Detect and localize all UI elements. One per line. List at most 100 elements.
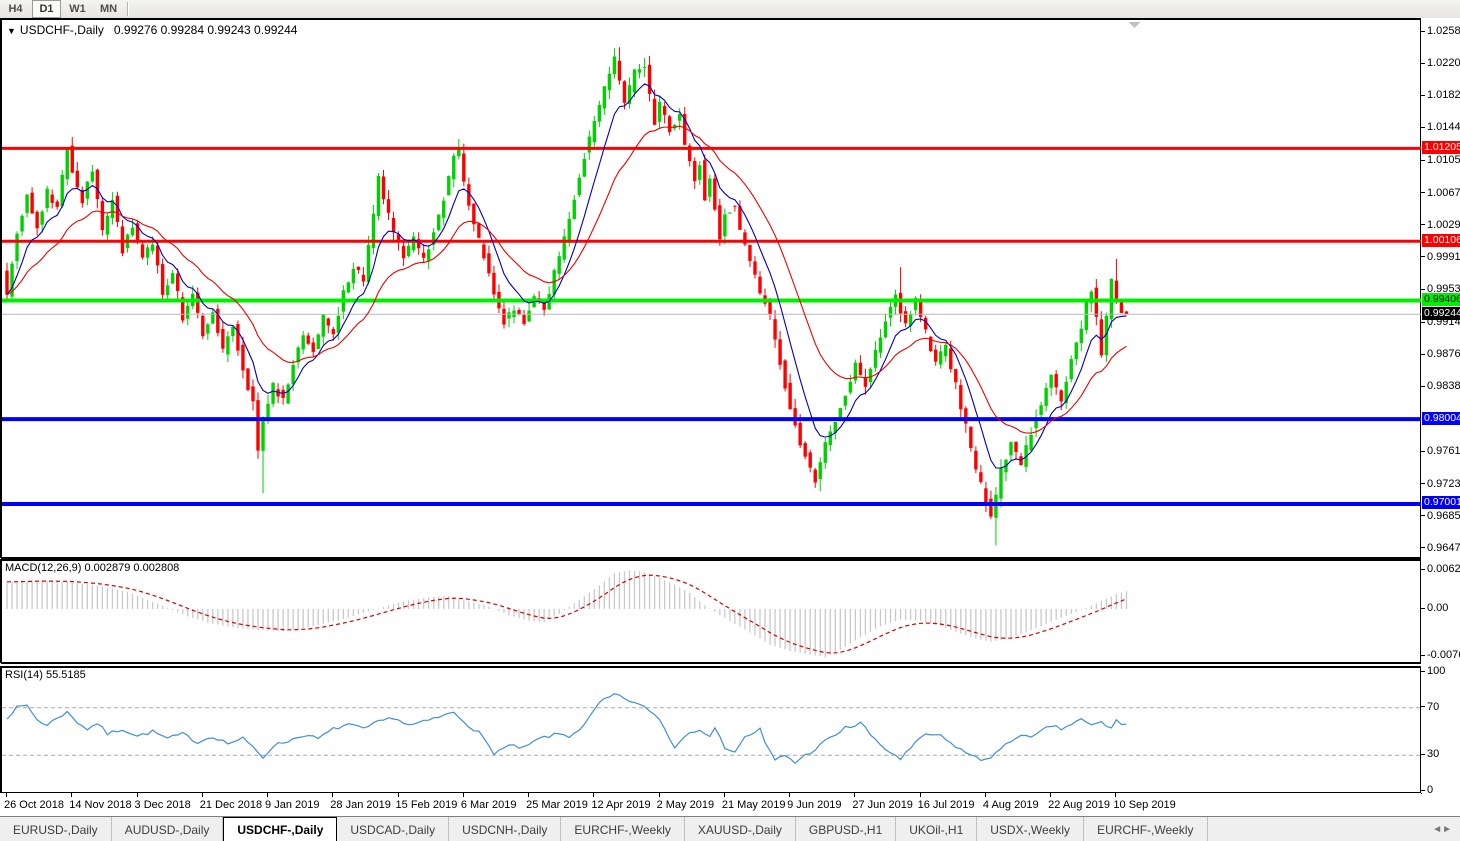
price-axis[interactable]: 1.02580 1.02200 1.01820 1.01440 1.01050 1.006… [1421, 18, 1460, 796]
date-label: 15 Feb 2019 [395, 799, 458, 811]
date-tick [789, 793, 791, 797]
timeframe-button-w1[interactable]: W1 [69, 3, 86, 15]
level-price-label: 0.98004 [1422, 411, 1460, 425]
scroll-to-end-marker [1128, 22, 1141, 28]
date-label: 6 Mar 2019 [460, 799, 517, 811]
date-tick [854, 793, 856, 797]
level-price-label: 1.01205 [1422, 140, 1460, 154]
date-label: 2 May 2019 [656, 799, 715, 811]
date-label: 3 Dec 2018 [134, 799, 191, 811]
date-tick [528, 793, 530, 797]
date-label: 28 Jan 2019 [330, 799, 391, 811]
date-tick [6, 793, 7, 797]
rsi-chart[interactable] [1, 667, 1422, 794]
chart-tab-audusd[interactable]: AUDUSD-,Daily [112, 817, 224, 841]
chart-tab-usdcnh[interactable]: USDCNH-,Daily [449, 817, 562, 841]
level-price-label: 0.97001 [1422, 496, 1460, 510]
date-label: 12 Apr 2019 [591, 799, 651, 811]
chart-tab-eurusd[interactable]: EURUSD-,Daily [0, 817, 112, 841]
date-tick [267, 793, 269, 797]
date-tick [919, 793, 921, 797]
chart-tab-eurchf[interactable]: EURCHF-,Weekly [561, 817, 685, 841]
date-label: 9 Jan 2019 [265, 799, 320, 811]
chart-tabbar: EURUSD-,Daily AUDUSD-,Daily USDCHF-,Daily U… [0, 816, 1460, 841]
date-label: 10 Sep 2019 [1113, 799, 1176, 811]
rsi-panel[interactable]: RSI(14) 55.5185 [0, 666, 1422, 794]
candlestick-chart[interactable] [1, 19, 1422, 559]
date-label: 27 Jun 2019 [852, 799, 913, 811]
date-tick [984, 793, 986, 797]
price-tick-label: 1.00670 [1421, 187, 1460, 199]
level-price-label: 1.00106 [1422, 233, 1460, 247]
date-label: 16 Jul 2019 [917, 799, 975, 811]
chart-tab-eurchf[interactable]: EURCHF-,Weekly [1084, 817, 1208, 841]
date-tick [723, 793, 725, 797]
timeframe-button-h4[interactable]: H4 [8, 3, 23, 15]
date-label: 4 Aug 2019 [982, 799, 1039, 811]
chart-tab-xauusd[interactable]: XAUUSD-,Daily [685, 817, 796, 841]
price-tick-label: 0.96470 [1421, 542, 1460, 554]
date-tick [397, 793, 399, 797]
date-tick [332, 793, 334, 797]
macd-signal-line [7, 574, 1127, 654]
macd-chart[interactable] [1, 560, 1422, 664]
toolbar-separator [127, 2, 129, 16]
macd-tick-label: -0.00762 [1421, 649, 1460, 661]
macd-tick-label: 0.006286 [1421, 563, 1460, 575]
macd-label: MACD(12,26,9) 0.002879 0.002808 [5, 562, 180, 574]
price-tick-label: 1.02580 [1421, 25, 1460, 37]
date-tick [1115, 793, 1117, 797]
chevron-down-icon[interactable]: ▼ [7, 26, 16, 36]
rsi-line [6, 693, 1127, 765]
timeframe-toolbar: H4 D1 W1 MN [0, 0, 1460, 19]
tab-scroll-right-icon[interactable]: ► [1442, 824, 1452, 835]
date-label: 22 Aug 2019 [1048, 799, 1110, 811]
chart-tab-gbpusd[interactable]: GBPUSD-,H1 [796, 817, 897, 841]
date-tick [462, 793, 464, 797]
chart-tab-ukoil[interactable]: UKOil-,H1 [896, 817, 978, 841]
tab-scroll-left-icon[interactable]: ◄ [1432, 824, 1443, 835]
price-tick-label: 1.01820 [1421, 89, 1460, 101]
fast-ma-line [6, 83, 1127, 469]
price-tick-label: 1.01440 [1421, 121, 1460, 133]
rsi-tick-label: 100 [1421, 665, 1445, 677]
macd-panel[interactable]: MACD(12,26,9) 0.002879 0.002808 [0, 559, 1422, 664]
level-price-label: 0.99406 [1422, 293, 1460, 307]
macd-tick-label: 0.00 [1421, 602, 1448, 614]
date-label: 26 Oct 2018 [4, 799, 64, 811]
date-tick [1050, 793, 1052, 797]
chart-tab-usdx[interactable]: USDX-,Weekly [977, 817, 1085, 841]
date-tick [658, 793, 660, 797]
price-chart-panel[interactable]: ▼ USDCHF-,Daily 0.99276 0.99284 0.99243 0.… [0, 18, 1422, 559]
chart-tab-usdchf[interactable]: USDCHF-,Daily [223, 817, 338, 841]
price-tick-label: 1.02200 [1421, 57, 1460, 69]
date-axis[interactable]: 26 Oct 2018 14 Nov 2018 3 Dec 2018 21 Dec 2… [0, 793, 1421, 816]
rsi-tick-label: 0 [1421, 784, 1433, 796]
symbol-title: USDCHF-,Daily [19, 23, 104, 37]
slow-ma-line [6, 125, 1127, 434]
date-label: 14 Nov 2018 [69, 799, 132, 811]
date-label: 9 Jun 2019 [787, 799, 842, 811]
current-price-label: 0.99244 [1422, 306, 1460, 320]
timeframe-button-d1[interactable]: D1 [32, 0, 61, 18]
price-tick-label: 1.01050 [1421, 154, 1460, 166]
rsi-tick-label: 30 [1421, 748, 1439, 760]
date-label: 21 May 2019 [721, 799, 786, 811]
date-label: 25 Mar 2019 [526, 799, 588, 811]
rsi-label: RSI(14) 55.5185 [5, 669, 86, 681]
chart-title: ▼ USDCHF-,Daily 0.99276 0.99284 0.99243 0.… [7, 23, 297, 37]
ohlc-readout: 0.99276 0.99284 0.99243 0.99244 [113, 23, 298, 37]
date-tick [136, 793, 138, 797]
date-tick [593, 793, 595, 797]
timeframe-button-mn[interactable]: MN [99, 3, 118, 15]
chart-tab-usdcad[interactable]: USDCAD-,Daily [337, 817, 450, 841]
